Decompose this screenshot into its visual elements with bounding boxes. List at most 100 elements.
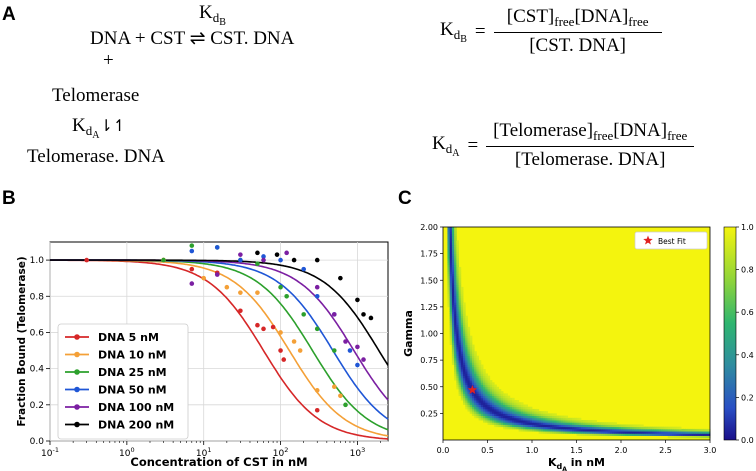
heatmap-cell [572,426,575,430]
heatmap-cell [494,393,497,397]
heatmap-cell [447,269,451,272]
heatmap-cell [665,426,669,430]
heatmap-cell [454,300,457,303]
heatmap-cell [469,360,473,363]
heatmap-cell [458,302,462,306]
best-fit-marker [467,384,478,394]
heatmap-cell [487,420,491,423]
heatmap-cell [451,353,455,357]
heatmap-cell [467,380,471,383]
heatmap-cell [476,415,480,419]
heatmap-cell [449,337,453,341]
heatmap-cell [469,404,473,408]
heatmap-cell [505,420,508,423]
heatmap-y-tick-label: 0.50 [420,383,438,392]
heatmap-cell [552,417,555,421]
heatmap-cell [580,426,584,430]
heatmap-cell [454,320,457,323]
heatmap-cell [451,302,455,306]
heatmap-cell [585,428,589,432]
heatmap-cell [491,400,495,403]
heatmap-cell [498,395,502,399]
heatmap-cell [460,380,464,383]
kda-num-dna: [DNA] [613,120,668,141]
heatmap-cell [454,364,457,368]
heatmap-cell [456,369,459,372]
heatmap-cell [529,408,533,412]
heatmap-cell [703,428,706,432]
heatmap-cell [549,428,553,432]
heatmap-cell [589,433,593,436]
heatmap-cell [454,326,457,330]
heatmap-cell [540,426,544,430]
heatmap-cell [458,388,462,392]
heatmap-cell [511,422,515,425]
heatmap-cell [507,404,511,408]
heatmap-cell [683,435,686,439]
heatmap-cell [676,428,680,432]
heatmap-cell [467,333,471,337]
heatmap-cell [467,371,471,374]
heatmap-cell [485,417,488,421]
heatmap-cell [632,424,635,428]
heatmap-cell [467,342,471,345]
heatmap-cell [514,408,517,412]
heatmap-cell [460,309,464,312]
heatmap-cell [451,340,455,343]
heatmap-cell [554,424,557,428]
heatmap-cell [503,422,506,425]
heatmap-cell [563,415,566,419]
heatmap-cell [471,404,475,408]
heatmap-cell [527,420,531,423]
heatmap-cell [563,420,566,423]
heatmap-cell [476,373,480,377]
heatmap-cell [661,428,664,432]
heatmap-cell [507,422,511,425]
data-point [361,312,366,317]
heatmap-cell [471,346,475,350]
heatmap-cell [451,266,455,270]
heatmap-cell [511,413,515,416]
heatmap-cell [483,391,486,394]
heatmap-cell [547,417,551,421]
heatmap-cell [454,333,457,337]
heatmap-cell [454,271,457,274]
heatmap-cell [634,428,637,432]
heatmap-cell [478,360,482,363]
heatmap-cell [552,431,555,434]
heatmap-cell [458,317,462,321]
heatmap-cell [456,282,459,286]
heatmap-cell [451,264,455,268]
heatmap-cell [629,426,633,430]
heatmap-cell [483,377,486,381]
heatmap-cell [523,417,526,421]
heatmap-cell [638,426,642,430]
heatmap-cell [460,315,464,319]
heatmap-cell [612,433,615,436]
heatmap-cell [449,258,453,261]
heatmap-cell [523,415,526,419]
heatmap-cell [612,422,615,425]
heatmap-cell [645,426,649,430]
heatmap-cell [661,426,664,430]
heatmap-cell [483,393,486,397]
heatmap-cell [456,384,459,388]
heatmap-cell [603,422,606,425]
heatmap-cell [663,433,666,436]
heatmap-cell [509,408,513,412]
heatmap-cell [578,433,582,436]
heatmap-cell [467,364,471,368]
heatmap-cell [467,366,471,370]
heatmap-cell [469,380,473,383]
heatmap-cell [516,406,520,410]
heatmap-cell [674,426,678,430]
heatmap-cell [447,227,451,230]
heatmap-cell [474,406,477,410]
heatmap-cell [460,300,464,303]
heatmap-cell [460,373,464,377]
heatmap-cell [583,433,586,436]
heatmap-cell [454,262,457,266]
heatmap-x-k: K [548,456,557,469]
data-point [224,284,230,290]
colorbar-ticks: 0.00.20.40.60.81.0 [736,223,754,445]
